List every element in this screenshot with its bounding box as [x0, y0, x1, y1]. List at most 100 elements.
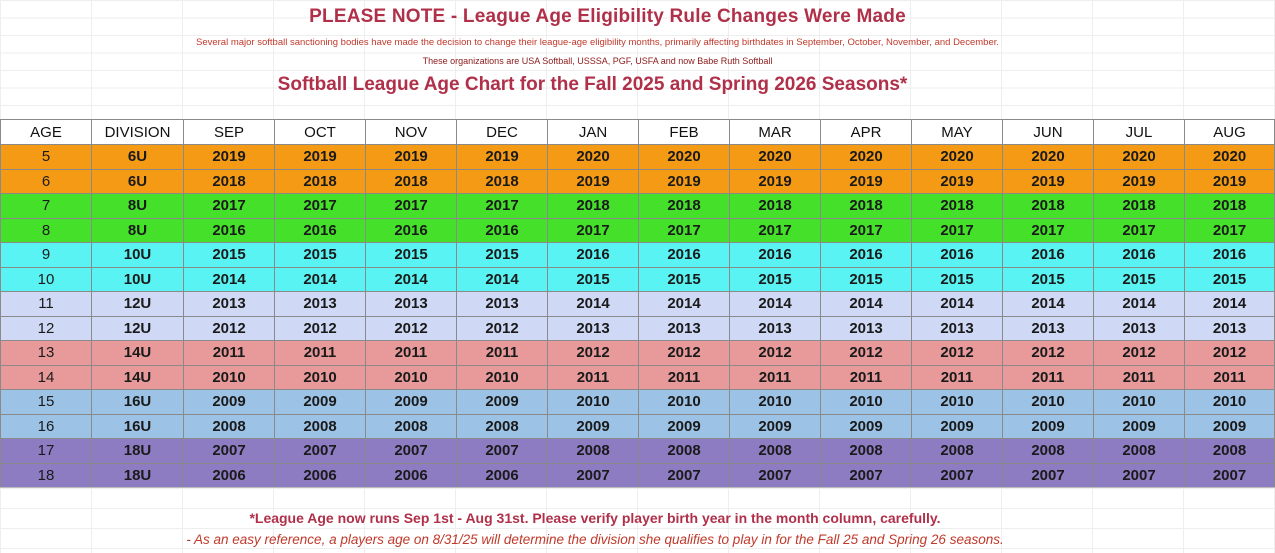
- birth-year-cell: 2013: [183, 291, 275, 317]
- birth-year-cell: 2016: [456, 217, 548, 243]
- birth-year-cell: 2019: [456, 144, 548, 170]
- spreadsheet-gridlines-top: [0, 0, 1275, 120]
- birth-year-cell: 2020: [1184, 144, 1275, 170]
- birth-year-cell: 2015: [274, 242, 366, 268]
- birth-year-cell: 2018: [638, 193, 730, 219]
- table-row: 11 12U 2013 2013 2013 2013 2014 2014 2014 2014 201…: [0, 291, 1275, 317]
- birth-year-cell: 2014: [456, 266, 548, 292]
- birth-year-cell: 2013: [547, 315, 639, 341]
- birth-year-cell: 2012: [820, 340, 912, 366]
- birth-year-cell: 2007: [729, 462, 821, 488]
- footer-note-1: *League Age now runs Sep 1st - Aug 31st.…: [249, 510, 941, 526]
- birth-year-cell: 2014: [820, 291, 912, 317]
- birth-year-cell: 2014: [183, 266, 275, 292]
- birth-year-cell: 2010: [1093, 389, 1185, 415]
- birth-year-cell: 2020: [911, 144, 1003, 170]
- birth-year-cell: 2007: [365, 438, 457, 464]
- birth-year-cell: 2013: [638, 315, 730, 341]
- division-cell: 12U: [91, 291, 184, 317]
- birth-year-cell: 2015: [820, 266, 912, 292]
- birth-year-cell: 2011: [1002, 364, 1094, 390]
- birth-year-cell: 2016: [365, 217, 457, 243]
- birth-year-cell: 2016: [1002, 242, 1094, 268]
- birth-year-cell: 2018: [1093, 193, 1185, 219]
- birth-year-cell: 2010: [729, 389, 821, 415]
- birth-year-cell: 2019: [183, 144, 275, 170]
- column-header-mar: MAR: [729, 119, 821, 145]
- birth-year-cell: 2011: [911, 364, 1003, 390]
- birth-year-cell: 2017: [729, 217, 821, 243]
- column-header-jan: JAN: [547, 119, 639, 145]
- birth-year-cell: 2019: [274, 144, 366, 170]
- birth-year-cell: 2013: [1002, 315, 1094, 341]
- birth-year-cell: 2009: [183, 389, 275, 415]
- column-header-dec: DEC: [456, 119, 548, 145]
- birth-year-cell: 2006: [456, 462, 548, 488]
- birth-year-cell: 2012: [183, 315, 275, 341]
- spreadsheet-gridlines-bottom: [0, 488, 1275, 553]
- birth-year-cell: 2007: [274, 438, 366, 464]
- birth-year-cell: 2010: [820, 389, 912, 415]
- table-row: 12 12U 2012 2012 2012 2012 2013 2013 2013 2013 201…: [0, 315, 1275, 341]
- birth-year-cell: 2011: [365, 340, 457, 366]
- birth-year-cell: 2007: [1002, 462, 1094, 488]
- division-cell: 16U: [91, 389, 184, 415]
- birth-year-cell: 2015: [638, 266, 730, 292]
- birth-year-cell: 2012: [365, 315, 457, 341]
- birth-year-cell: 2008: [183, 413, 275, 439]
- birth-year-cell: 2018: [456, 168, 548, 194]
- column-header-age: AGE: [0, 119, 92, 145]
- birth-year-cell: 2011: [456, 340, 548, 366]
- birth-year-cell: 2011: [638, 364, 730, 390]
- birth-year-cell: 2019: [1184, 168, 1275, 194]
- birth-year-cell: 2020: [1093, 144, 1185, 170]
- birth-year-cell: 2014: [729, 291, 821, 317]
- birth-year-cell: 2013: [1093, 315, 1185, 341]
- birth-year-cell: 2012: [456, 315, 548, 341]
- birth-year-cell: 2017: [1184, 217, 1275, 243]
- birth-year-cell: 2015: [365, 242, 457, 268]
- header-row: AGE DIVISION SEP OCT NOV DEC JAN FEB MAR APR MAY JU…: [0, 119, 1275, 145]
- table-row: 15 16U 2009 2009 2009 2009 2010 2010 2010 2010 201…: [0, 389, 1275, 415]
- birth-year-cell: 2011: [1093, 364, 1185, 390]
- birth-year-cell: 2020: [638, 144, 730, 170]
- birth-year-cell: 2012: [547, 340, 639, 366]
- birth-year-cell: 2012: [1002, 340, 1094, 366]
- birth-year-cell: 2015: [729, 266, 821, 292]
- table-row: 17 18U 2007 2007 2007 2007 2008 2008 2008 2008 200…: [0, 438, 1275, 464]
- birth-year-cell: 2019: [547, 168, 639, 194]
- division-cell: 18U: [91, 462, 184, 488]
- column-header-sep: SEP: [183, 119, 275, 145]
- birth-year-cell: 2010: [547, 389, 639, 415]
- birth-year-cell: 2014: [638, 291, 730, 317]
- birth-year-cell: 2018: [274, 168, 366, 194]
- division-cell: 18U: [91, 438, 184, 464]
- birth-year-cell: 2017: [274, 193, 366, 219]
- birth-year-cell: 2017: [547, 217, 639, 243]
- age-cell: 7: [0, 193, 92, 219]
- birth-year-cell: 2013: [456, 291, 548, 317]
- birth-year-cell: 2019: [638, 168, 730, 194]
- birth-year-cell: 2009: [1002, 413, 1094, 439]
- birth-year-cell: 2014: [911, 291, 1003, 317]
- birth-year-cell: 2020: [1002, 144, 1094, 170]
- birth-year-cell: 2007: [820, 462, 912, 488]
- birth-year-cell: 2017: [1093, 217, 1185, 243]
- birth-year-cell: 2011: [1184, 364, 1275, 390]
- birth-year-cell: 2018: [729, 193, 821, 219]
- division-cell: 14U: [91, 340, 184, 366]
- birth-year-cell: 2013: [365, 291, 457, 317]
- birth-year-cell: 2008: [547, 438, 639, 464]
- birth-year-cell: 2012: [1093, 340, 1185, 366]
- birth-year-cell: 2015: [183, 242, 275, 268]
- birth-year-cell: 2016: [638, 242, 730, 268]
- birth-year-cell: 2008: [820, 438, 912, 464]
- division-cell: 10U: [91, 266, 184, 292]
- birth-year-cell: 2012: [638, 340, 730, 366]
- birth-year-cell: 2017: [183, 193, 275, 219]
- birth-year-cell: 2018: [1184, 193, 1275, 219]
- birth-year-cell: 2012: [1184, 340, 1275, 366]
- birth-year-cell: 2010: [274, 364, 366, 390]
- birth-year-cell: 2009: [820, 413, 912, 439]
- table-row: 16 16U 2008 2008 2008 2008 2009 2009 2009 2009 200…: [0, 413, 1275, 439]
